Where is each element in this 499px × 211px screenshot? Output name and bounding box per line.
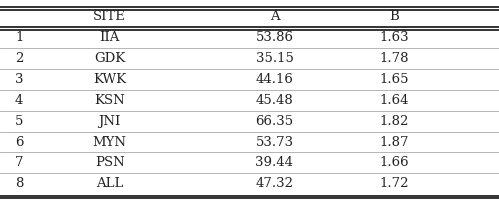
Text: B: B (389, 10, 399, 23)
Text: 1.65: 1.65 (379, 73, 409, 86)
Text: 5: 5 (15, 115, 23, 128)
Text: KSN: KSN (94, 94, 125, 107)
Text: 1.66: 1.66 (379, 156, 409, 169)
Text: 1.82: 1.82 (380, 115, 409, 128)
Text: 6: 6 (15, 135, 23, 149)
Text: 66.35: 66.35 (255, 115, 293, 128)
Text: JNI: JNI (99, 115, 121, 128)
Text: 1: 1 (15, 31, 23, 44)
Text: 1.72: 1.72 (379, 177, 409, 190)
Text: 47.32: 47.32 (255, 177, 293, 190)
Text: 45.48: 45.48 (255, 94, 293, 107)
Text: GDK: GDK (94, 52, 125, 65)
Text: 2: 2 (15, 52, 23, 65)
Text: IIA: IIA (100, 31, 120, 44)
Text: 1.63: 1.63 (379, 31, 409, 44)
Text: 3: 3 (15, 73, 23, 86)
Text: 53.86: 53.86 (255, 31, 293, 44)
Text: 53.73: 53.73 (255, 135, 293, 149)
Text: A: A (269, 10, 279, 23)
Text: 44.16: 44.16 (255, 73, 293, 86)
Text: SITE: SITE (93, 10, 126, 23)
Text: 1.87: 1.87 (379, 135, 409, 149)
Text: 1.64: 1.64 (379, 94, 409, 107)
Text: 4: 4 (15, 94, 23, 107)
Text: ALL: ALL (96, 177, 123, 190)
Text: 7: 7 (15, 156, 23, 169)
Text: 35.15: 35.15 (255, 52, 293, 65)
Text: KWK: KWK (93, 73, 126, 86)
Text: 8: 8 (15, 177, 23, 190)
Text: 1.78: 1.78 (379, 52, 409, 65)
Text: PSN: PSN (95, 156, 125, 169)
Text: 39.44: 39.44 (255, 156, 293, 169)
Text: MYN: MYN (93, 135, 127, 149)
